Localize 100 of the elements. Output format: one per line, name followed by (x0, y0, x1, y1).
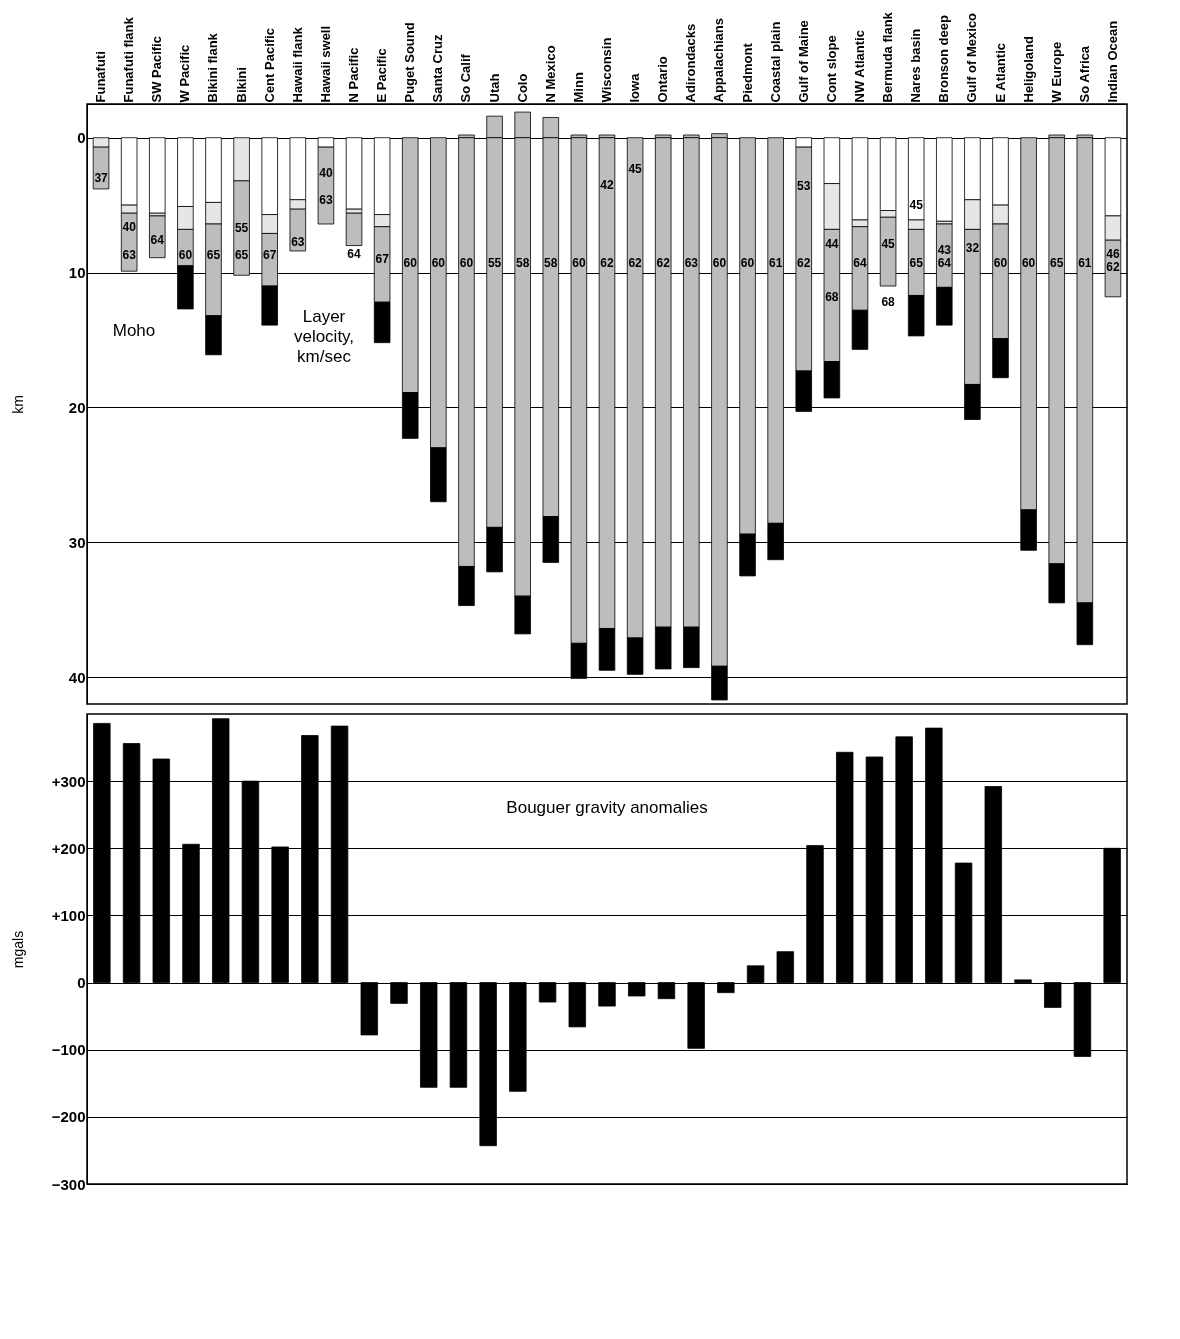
annotation: 45 (628, 161, 643, 176)
x-tick-label: NW Atlantic (851, 30, 867, 103)
bar (149, 215, 166, 259)
x-tick-label: Colo (514, 73, 530, 103)
annotation: 65 (234, 248, 249, 263)
annotation: 60 (403, 256, 418, 271)
annotation: 44 (825, 237, 839, 252)
annotation: 65 (1050, 256, 1064, 271)
annotation: 40 (122, 219, 137, 234)
x-tick-label: Hawaii swell (317, 25, 333, 103)
x-tick-label: Adirondacks (683, 23, 699, 103)
annotation: 60 (740, 256, 755, 271)
annotation: Layer velocity, km/sec (293, 307, 355, 366)
annotation: 64 (853, 256, 867, 271)
x-tick-label: Iowa (627, 72, 643, 103)
x-tick-label: N Mexico (542, 45, 558, 103)
x-tick-label: Wisconsin (599, 37, 614, 103)
annotation: 68 (881, 295, 896, 310)
x-tick-label: Funafuti (93, 51, 109, 103)
annotation: 63 (684, 256, 699, 271)
x-tick-label: Bikini (233, 67, 249, 103)
y-tick-label: −100 (51, 1041, 86, 1059)
annotation: 62 (797, 256, 811, 271)
x-tick-label: Nares basin (908, 28, 924, 103)
annotation: 65 (909, 256, 924, 271)
annotation: 64 (150, 233, 165, 248)
annotation: 62 (600, 256, 614, 271)
y-axis-title: km (9, 395, 26, 414)
annotation: 63 (291, 234, 305, 249)
x-tick-label: E Atlantic (992, 43, 1008, 103)
y-axis-title: mgals (9, 930, 26, 969)
y-tick-label: 20 (68, 398, 86, 416)
annotation: 45 (881, 237, 896, 252)
x-tick-label: Indian Ocean (1104, 20, 1120, 103)
annotation: 55 (487, 256, 502, 271)
annotation: 60 (1021, 256, 1036, 271)
x-tick-label: E Pacific (374, 48, 390, 103)
annotation: 62 (1106, 260, 1120, 275)
y-tick-label: 0 (77, 129, 86, 147)
x-tick-label: Hawaii flank (289, 26, 305, 103)
x-tick-label: Gulf of Maine (795, 20, 811, 103)
annotation: 37 (94, 171, 109, 186)
y-tick-label: −200 (51, 1108, 86, 1126)
x-tick-label: Gulf of Mexico (964, 12, 980, 103)
y-tick-label: +100 (51, 906, 86, 924)
text: Bouguer gravity anomalies (506, 798, 708, 817)
x-tick-label: N Pacific (346, 47, 362, 103)
annotation: 53 (797, 179, 811, 194)
annotation: 64 (347, 246, 362, 261)
annotation: 60 (178, 248, 193, 263)
annotation: 60 (459, 256, 474, 271)
x-tick-label: Cont slope (823, 35, 839, 103)
annotation: 63 (122, 248, 137, 263)
y-tick-label: 30 (68, 533, 86, 551)
x-tick-label: W Europe (1048, 41, 1064, 103)
annotation: 63 (319, 192, 333, 207)
y-tick-label: 40 (68, 668, 86, 686)
annotation: 67 (375, 252, 390, 267)
x-tick-label: Coastal plain (767, 21, 783, 103)
x-tick-label: Puget Sound (402, 22, 418, 103)
x-tick-label: Piedmont (739, 42, 755, 103)
annotation: 58 (544, 256, 558, 271)
x-tick-label: Appalachians (711, 17, 727, 103)
x-tick-label: Bikini flank (205, 32, 221, 103)
x-tick-label: Santa Cruz (430, 34, 446, 103)
annotation: 43 (937, 242, 952, 257)
x-tick-label: Minn (570, 72, 586, 103)
y-tick-label: 10 (68, 264, 86, 282)
annotation: 68 (825, 289, 839, 304)
annotation: 42 (600, 177, 614, 192)
annotation: 64 (937, 256, 952, 271)
x-tick-label: W Pacific (177, 44, 193, 103)
x-tick-label: Bermuda flank (880, 11, 896, 103)
y-tick-label: −300 (51, 1175, 86, 1193)
x-tick-label: Cent Pacific (261, 28, 277, 103)
x-tick-label: Funafuti flank (121, 16, 137, 103)
annotation: 60 (572, 256, 586, 271)
annotation: 55 (234, 221, 249, 236)
x-tick-label: Heligoland (1020, 35, 1036, 103)
annotation: 45 (909, 198, 924, 213)
x-tick-label: SW Pacific (149, 36, 165, 103)
annotation: 62 (656, 256, 671, 271)
annotation: 60 (431, 256, 446, 271)
annotation: 61 (768, 256, 783, 271)
annotation: 58 (516, 256, 530, 271)
annotation: 40 (319, 165, 333, 180)
annotation: 61 (1078, 256, 1092, 271)
annotation: 65 (206, 248, 221, 263)
x-tick-label: Utah (486, 73, 502, 103)
annotation: 32 (965, 241, 980, 256)
annotation: 46 (1106, 246, 1120, 261)
annotation: 62 (628, 256, 643, 271)
y-tick-label: +300 (51, 772, 86, 790)
x-tick-label: Bronson deep (936, 15, 952, 103)
bar (345, 212, 363, 246)
y-tick-label: +200 (51, 839, 86, 857)
annotation: 67 (263, 248, 277, 263)
annotation: 60 (712, 256, 727, 271)
annotation: 60 (993, 256, 1008, 271)
x-tick-label: So Calif (458, 53, 474, 103)
